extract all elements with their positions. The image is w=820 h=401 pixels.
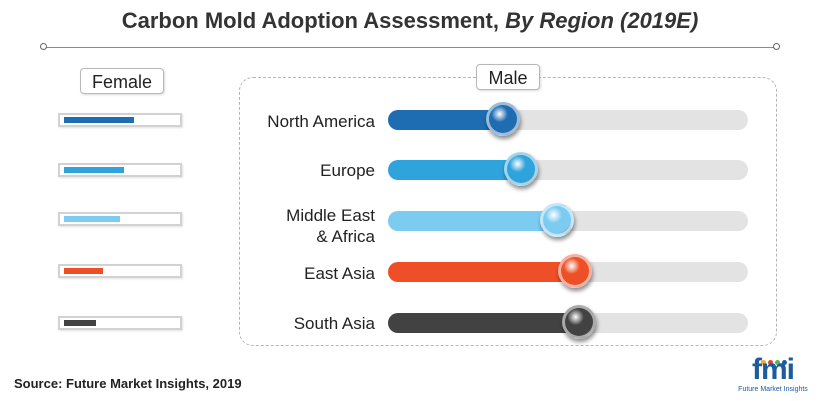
male-fill-north-america [388, 110, 503, 130]
chart-title: Carbon Mold Adoption Assessment, By Regi… [0, 8, 820, 34]
female-bar-east-asia [58, 264, 182, 278]
male-track-middle-east-africa [388, 203, 748, 237]
female-bar-south-asia [58, 316, 182, 330]
logo-subtext: Future Market Insights [738, 386, 808, 393]
region-label-middle-east-africa: Middle East & Africa [286, 206, 375, 246]
title-rule [44, 47, 776, 48]
region-label-south-asia: South Asia [293, 314, 375, 333]
title-italic: By Region (2019E) [505, 8, 699, 33]
rule-left-dot [40, 43, 47, 50]
male-fill-east-asia [388, 262, 575, 282]
female-fill-middle-east-africa [64, 216, 120, 222]
male-knob-middle-east-africa [540, 203, 574, 237]
fmi-logo: fmi Future Market Insights [737, 352, 809, 396]
male-fill-south-asia [388, 313, 579, 333]
female-bar-middle-east-africa [58, 212, 182, 226]
male-fill-middle-east-africa [388, 211, 557, 231]
region-label-north-america: North America [267, 112, 375, 131]
male-track-east-asia [388, 254, 748, 288]
source-note: Source: Future Market Insights, 2019 [14, 376, 242, 391]
male-knob-north-america [486, 102, 520, 136]
female-fill-north-america [64, 117, 134, 123]
female-fill-south-asia [64, 320, 96, 326]
female-fill-europe [64, 167, 124, 173]
female-fill-east-asia [64, 268, 103, 274]
logo-dots [761, 352, 801, 365]
female-bar-north-america [58, 113, 182, 127]
male-track-europe [388, 152, 748, 186]
male-track-south-asia [388, 305, 748, 339]
male-knob-south-asia [562, 305, 596, 339]
region-label-east-asia: East Asia [304, 264, 375, 283]
rule-right-dot [773, 43, 780, 50]
male-knob-east-asia [558, 254, 592, 288]
male-legend: Male [476, 64, 540, 90]
title-main: Carbon Mold Adoption Assessment, [121, 8, 506, 33]
female-legend: Female [80, 68, 164, 94]
logo-text: fmi [752, 353, 795, 386]
male-fill-europe [388, 160, 521, 180]
region-label-europe: Europe [320, 161, 375, 180]
female-bar-europe [58, 163, 182, 177]
male-knob-europe [504, 152, 538, 186]
male-track-north-america [388, 102, 748, 136]
